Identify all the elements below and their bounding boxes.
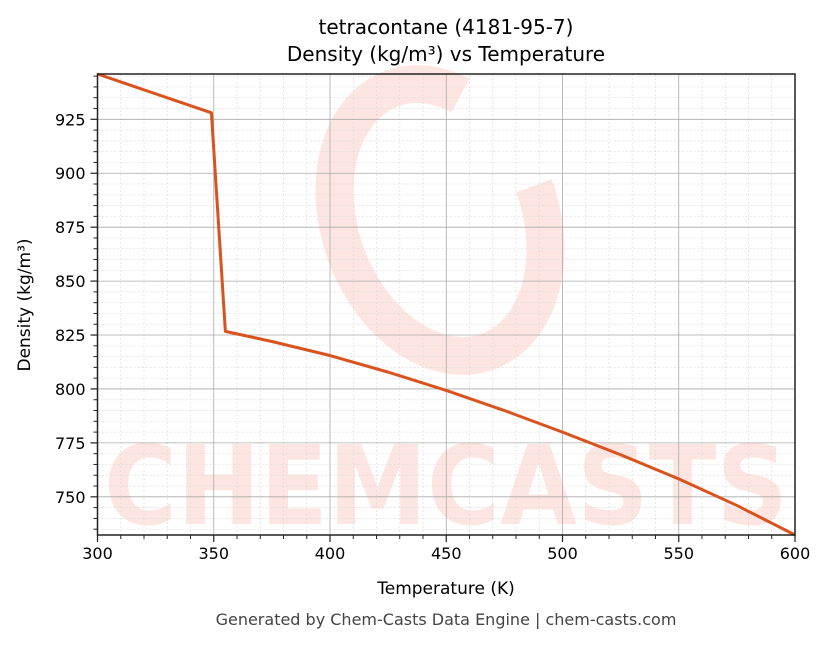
y-tick-label: 925 bbox=[55, 110, 86, 129]
grid bbox=[97, 74, 796, 535]
y-tick-label: 800 bbox=[55, 380, 86, 399]
x-axis-label: Temperature (K) bbox=[376, 579, 515, 599]
y-tick-label: 775 bbox=[55, 434, 86, 453]
footer-text: Generated by Chem-Casts Data Engine | ch… bbox=[216, 610, 677, 629]
chart-title: tetracontane (4181-95-7) bbox=[319, 15, 574, 39]
y-tick-label: 750 bbox=[55, 488, 86, 507]
x-tick-label: 300 bbox=[82, 544, 113, 563]
y-axis-label: Density (kg/m³) bbox=[15, 238, 35, 371]
y-tick-label: 900 bbox=[55, 164, 86, 183]
x-tick-label: 400 bbox=[315, 544, 346, 563]
axis-ticks: 300 350 400 450 500 550 600 750 775 800 825 850 875 9… bbox=[55, 75, 811, 563]
x-tick-label: 350 bbox=[198, 544, 229, 563]
series-line-density bbox=[97, 72, 796, 537]
x-tick-label: 500 bbox=[547, 544, 578, 563]
y-tick-label: 825 bbox=[55, 326, 86, 345]
x-tick-label: 450 bbox=[431, 544, 462, 563]
y-tick-label: 875 bbox=[55, 218, 86, 237]
x-tick-label: 550 bbox=[663, 544, 694, 563]
chart-subtitle: Density (kg/m³) vs Temperature bbox=[287, 42, 605, 66]
series-layer bbox=[97, 72, 796, 537]
x-tick-label: 600 bbox=[780, 544, 811, 563]
y-tick-label: 850 bbox=[55, 272, 86, 291]
